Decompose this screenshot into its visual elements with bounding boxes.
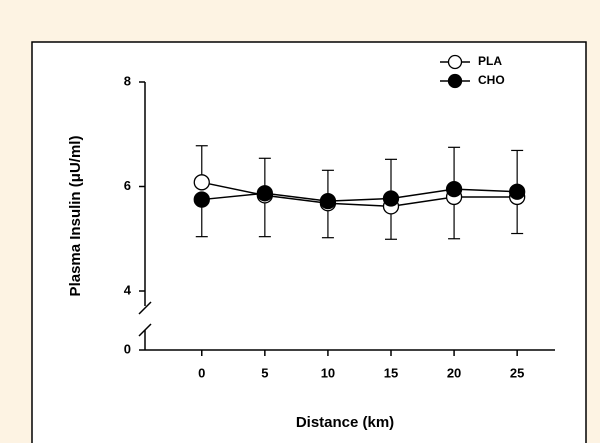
x-tick-label: 20 (447, 365, 461, 380)
x-tick-label: 10 (321, 365, 335, 380)
point (256, 185, 273, 202)
x-tick-label: 25 (510, 365, 524, 380)
axis-break (138, 301, 152, 315)
panel (31, 41, 587, 443)
y-tick-label: 8 (124, 73, 131, 88)
series-line (201, 188, 518, 202)
x-tick-label: 0 (198, 365, 205, 380)
point (509, 183, 526, 200)
x-axis-label: Distance (km) (296, 414, 394, 431)
series-line (201, 181, 518, 208)
y-axis-label: Plasma Insulin (μU/ml) (67, 136, 84, 297)
point (193, 191, 210, 208)
point (319, 192, 337, 210)
x-tick-label: 15 (384, 365, 398, 380)
y-tick-label: 0 (124, 341, 131, 356)
x-tick-label: 5 (261, 365, 268, 380)
y-tick-label: 4 (124, 282, 132, 297)
axis-break (138, 323, 152, 337)
legend-marker (447, 54, 463, 70)
legend-marker (447, 73, 463, 89)
point (193, 174, 210, 191)
point (445, 180, 463, 198)
y-tick-label: 6 (124, 178, 131, 193)
legend-label: CHO (478, 73, 505, 87)
legend-label: PLA (478, 54, 502, 68)
point (382, 190, 400, 207)
